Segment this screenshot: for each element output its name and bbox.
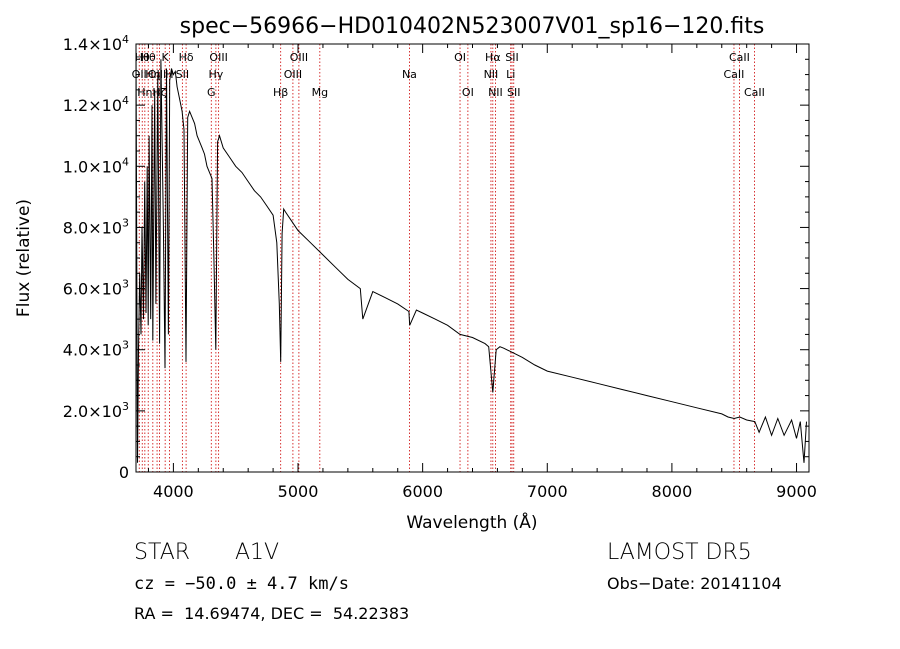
line-label-21: NII — [484, 68, 499, 81]
emission-line-markers — [138, 44, 755, 472]
line-label-25: SII — [505, 51, 518, 64]
line-label-2: Hη — [137, 86, 152, 99]
x-tick-label-0: 4000 — [153, 482, 194, 501]
y-axis-label: Flux (relative) — [14, 199, 34, 317]
line-label-29: CaII — [744, 86, 765, 99]
x-tick-label-1: 5000 — [278, 482, 319, 501]
line-label-9: SII — [176, 68, 189, 81]
line-label-24: Li — [506, 68, 515, 81]
x-tick-label-4: 8000 — [652, 482, 693, 501]
object-class: STAR — [134, 540, 191, 565]
line-label-14: Hβ — [273, 86, 288, 99]
line-label-23: NII — [488, 86, 503, 99]
line-label-28: CaII — [729, 51, 750, 64]
line-label-4: Hη — [145, 68, 160, 81]
y-tick-label-2: 4.0×103 — [63, 339, 129, 360]
y-axis-ticks: 0 2.0×103 4.0×103 6.0×103 8.0×103 1.0×104 1.2×… — [63, 33, 809, 482]
plot-frame — [135, 43, 810, 473]
y-tick-label-5: 1.0×104 — [63, 155, 129, 176]
y-tick-label-4: 8.0×103 — [63, 216, 129, 237]
survey-name: LAMOST DR5 — [607, 540, 752, 565]
x-axis-label: Wavelength (Å) — [406, 511, 537, 533]
y-tick-label-1: 2.0×103 — [63, 400, 129, 421]
x-axis-ticks: 4000 5000 6000 7000 8000 9000 — [147, 44, 817, 501]
line-label-22: Hα — [485, 51, 501, 64]
line-label-27: CaII — [724, 68, 745, 81]
y-tick-label-0: 0 — [119, 463, 129, 482]
line-label-1: Hθ — [135, 51, 150, 64]
line-label-20: OI — [462, 86, 474, 99]
observation-date: Obs−Date: 20141104 — [607, 574, 782, 593]
redshift-readout: cz = −50.0 ± 4.7 km/s — [134, 574, 349, 594]
line-label-5: OIII — [148, 68, 166, 81]
chart-title: spec−56966−HD010402N523007V01_sp16−120.f… — [180, 14, 765, 39]
line-label-18: Na — [402, 68, 417, 81]
spectrum-line — [135, 43, 807, 463]
y-tick-label-3: 6.0×103 — [63, 278, 129, 299]
line-label-3: Hθ — [141, 51, 156, 64]
line-label-13: OIII — [209, 51, 227, 64]
line-label-7: K — [162, 51, 170, 64]
coordinates-readout: RA = 14.69474, DEC = 54.22383 — [134, 604, 410, 623]
x-tick-label-5: 9000 — [776, 482, 817, 501]
y-tick-label-6: 1.2×104 — [63, 94, 129, 115]
line-label-8: H — [165, 68, 173, 81]
line-label-6: Hζ — [152, 86, 166, 99]
line-label-26: SII — [507, 86, 520, 99]
line-label-16: OIII — [290, 51, 308, 64]
y-tick-label-7: 1.4×104 — [63, 33, 129, 54]
x-tick-label-3: 7000 — [527, 482, 568, 501]
line-label-17: Mg — [312, 86, 328, 99]
line-label-12: Hγ — [208, 68, 223, 81]
line-label-10: Hδ — [179, 51, 194, 64]
line-label-11: G — [207, 86, 216, 99]
line-label-15: OIII — [284, 68, 302, 81]
line-label-19: OI — [454, 51, 466, 64]
object-subclass: A1V — [235, 540, 280, 565]
x-tick-label-2: 6000 — [402, 482, 443, 501]
